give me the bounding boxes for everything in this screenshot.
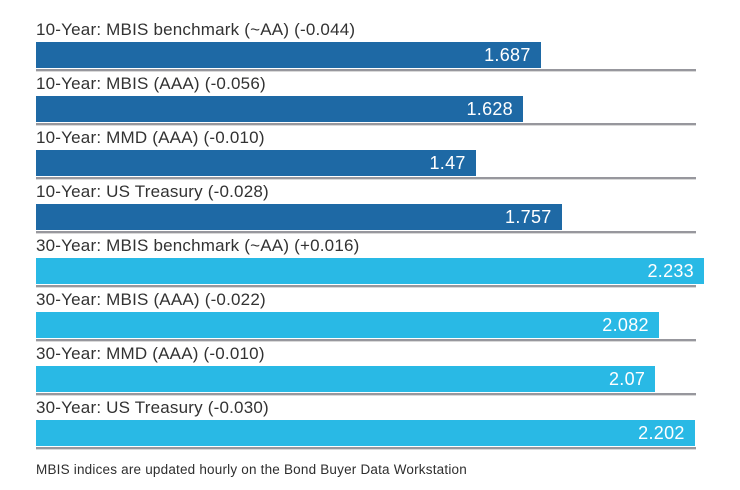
bar-value-label: 2.202 xyxy=(638,422,685,443)
bar-category-label: 30-Year: MBIS (AAA) (-0.022) xyxy=(36,290,266,309)
chart-row: 10-Year: MMD (AAA) (-0.010) 1.47 xyxy=(36,126,704,180)
bar: 2.233 xyxy=(36,258,704,284)
row-separator-line xyxy=(36,447,696,450)
bar-track: 1.628 xyxy=(36,96,704,122)
chart-footnote: MBIS indices are updated hourly on the B… xyxy=(36,462,467,477)
bar-category-label: 30-Year: MMD (AAA) (-0.010) xyxy=(36,344,265,363)
row-separator-line xyxy=(36,123,696,126)
bar-value-label: 1.628 xyxy=(466,98,513,119)
row-separator-line xyxy=(36,69,696,72)
bond-yield-bar-chart: 10-Year: MBIS benchmark (~AA) (-0.044) 1… xyxy=(36,18,704,477)
chart-row: 30-Year: MBIS (AAA) (-0.022) 2.082 xyxy=(36,288,704,342)
chart-rows: 10-Year: MBIS benchmark (~AA) (-0.044) 1… xyxy=(36,18,704,450)
bar-value-label: 2.082 xyxy=(602,314,649,335)
bar: 2.202 xyxy=(36,420,695,446)
bar-category-label: 10-Year: MMD (AAA) (-0.010) xyxy=(36,128,265,147)
bar-track: 1.687 xyxy=(36,42,704,68)
chart-row: 10-Year: US Treasury (-0.028) 1.757 xyxy=(36,180,704,234)
bar: 1.47 xyxy=(36,150,476,176)
bar-value-label: 1.687 xyxy=(484,44,531,65)
bar-track: 1.757 xyxy=(36,204,704,230)
bar: 1.628 xyxy=(36,96,523,122)
chart-row: 30-Year: US Treasury (-0.030) 2.202 xyxy=(36,396,704,450)
bar-value-label: 1.757 xyxy=(505,206,552,227)
bar-category-label: 30-Year: MBIS benchmark (~AA) (+0.016) xyxy=(36,236,360,255)
row-separator-line xyxy=(36,339,696,342)
row-separator-line xyxy=(36,231,696,234)
bar-track: 2.082 xyxy=(36,312,704,338)
bar-value-label: 2.233 xyxy=(647,260,694,281)
bar: 2.07 xyxy=(36,366,656,392)
bar-track: 2.07 xyxy=(36,366,704,392)
bar-track: 2.233 xyxy=(36,258,704,284)
row-separator-line xyxy=(36,285,696,288)
bar: 1.687 xyxy=(36,42,541,68)
bar: 2.082 xyxy=(36,312,659,338)
chart-row: 30-Year: MBIS benchmark (~AA) (+0.016) 2… xyxy=(36,234,704,288)
chart-row: 10-Year: MBIS benchmark (~AA) (-0.044) 1… xyxy=(36,18,704,72)
row-separator-line xyxy=(36,393,696,396)
chart-row: 10-Year: MBIS (AAA) (-0.056) 1.628 xyxy=(36,72,704,126)
bar-track: 2.202 xyxy=(36,420,704,446)
bar-category-label: 10-Year: MBIS benchmark (~AA) (-0.044) xyxy=(36,20,356,39)
bar-category-label: 30-Year: US Treasury (-0.030) xyxy=(36,398,269,417)
bar-track: 1.47 xyxy=(36,150,704,176)
bar-category-label: 10-Year: MBIS (AAA) (-0.056) xyxy=(36,74,266,93)
bar-category-label: 10-Year: US Treasury (-0.028) xyxy=(36,182,269,201)
bar-value-label: 2.07 xyxy=(609,368,646,389)
chart-row: 30-Year: MMD (AAA) (-0.010) 2.07 xyxy=(36,342,704,396)
row-separator-line xyxy=(36,177,696,180)
bar: 1.757 xyxy=(36,204,562,230)
bar-value-label: 1.47 xyxy=(429,152,466,173)
